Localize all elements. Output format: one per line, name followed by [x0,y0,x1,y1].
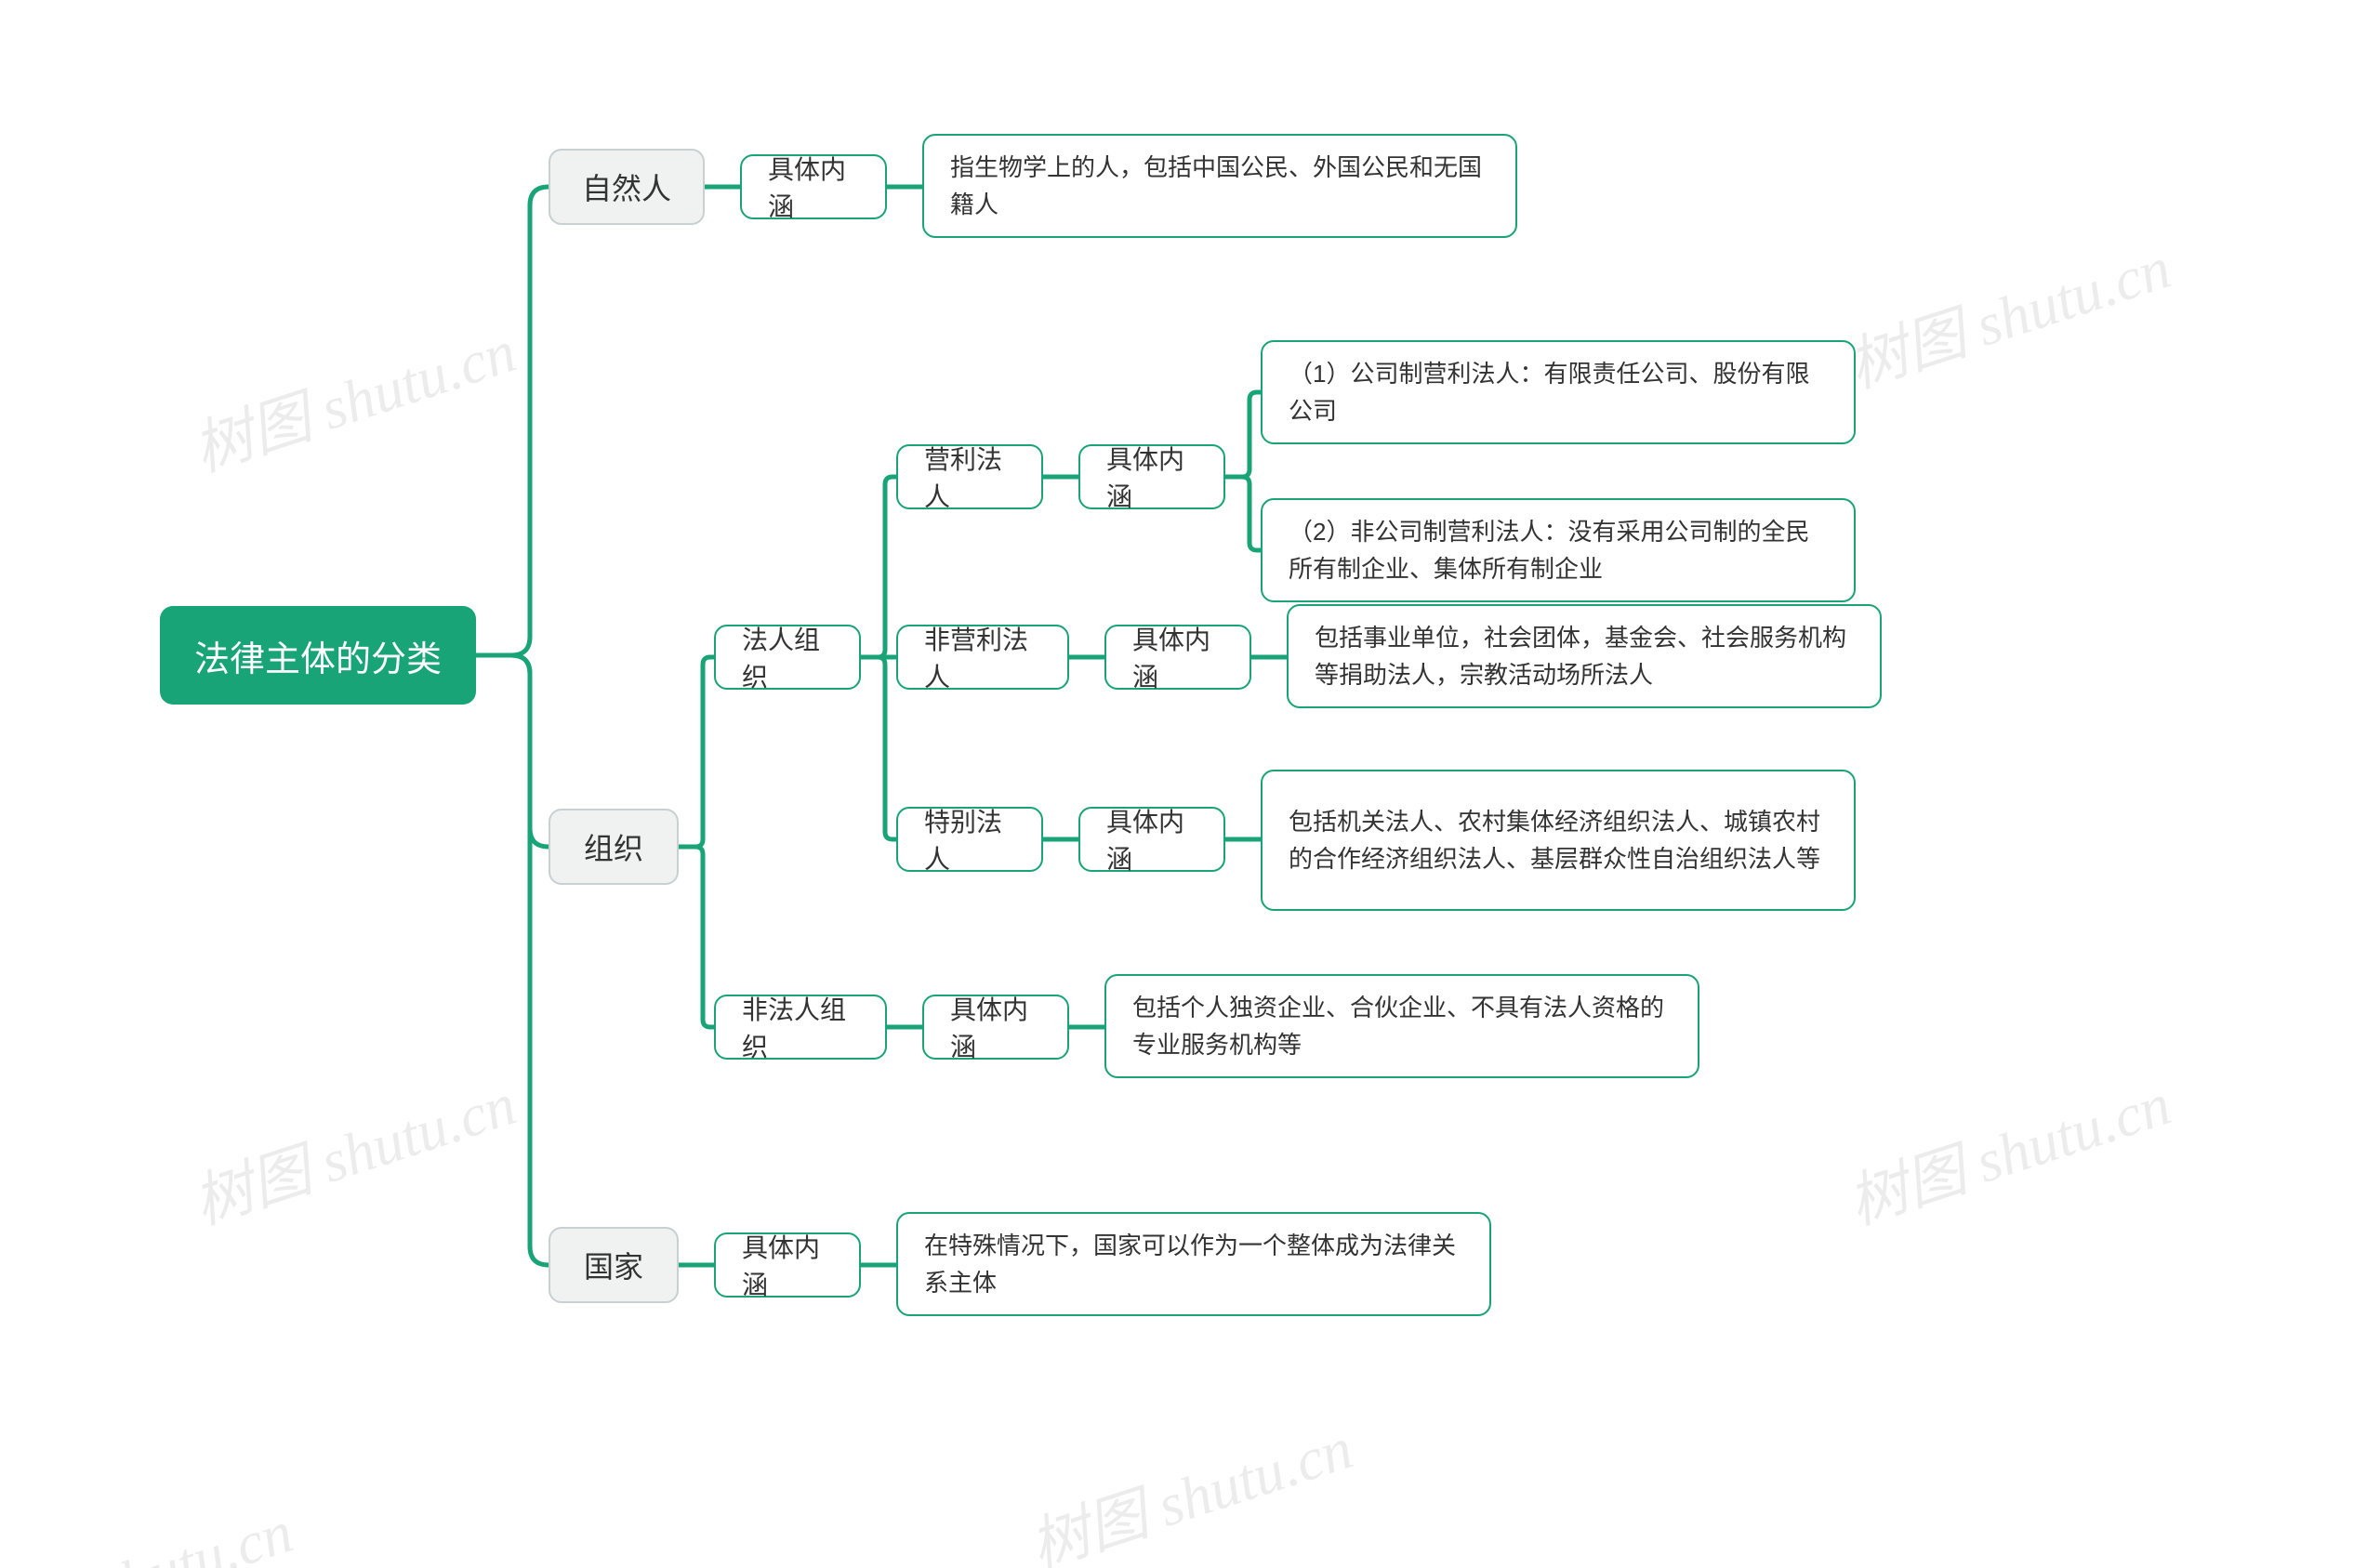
nonlegal-text[interactable]: 包括个人独资企业、合伙企业、不具有法人资格的专业服务机构等 [1104,974,1699,1078]
watermark: 树图 shutu.cn [1836,220,2180,404]
connector-path [1225,392,1261,477]
category-organization[interactable]: 组织 [549,809,679,885]
special-legal[interactable]: 特别法人 [896,807,1043,872]
category-natural-person[interactable]: 自然人 [549,149,705,225]
watermark: 树图 shutu.cn [181,1057,525,1241]
root-node[interactable]: 法律主体的分类 [160,606,476,705]
nonprofit-legal[interactable]: 非营利法人 [896,625,1069,690]
nonlegal-connotation[interactable]: 具体内涵 [922,995,1069,1060]
profit-legal[interactable]: 营利法人 [896,444,1043,509]
profit-1[interactable]: （1）公司制营利法人：有限责任公司、股份有限公司 [1261,340,1856,444]
watermark: 树图 shutu.cn [1836,1057,2180,1241]
connector-path [1225,477,1261,550]
connector-path [679,847,714,1027]
profit-2[interactable]: （2）非公司制营利法人：没有采用公司制的全民所有制企业、集体所有制企业 [1261,498,1856,602]
watermark: 树图 shutu.cn [1018,1401,1362,1568]
connector-path [679,657,714,847]
profit-connotation[interactable]: 具体内涵 [1078,444,1225,509]
special-text[interactable]: 包括机关法人、农村集体经济组织法人、城镇农村的合作经济组织法人、基层群众性自治组… [1261,770,1856,911]
special-connotation[interactable]: 具体内涵 [1078,807,1225,872]
category-state[interactable]: 国家 [549,1227,679,1303]
state-text[interactable]: 在特殊情况下，国家可以作为一个整体成为法律关系主体 [896,1212,1491,1316]
watermark: 树图 shutu.cn [0,1484,302,1568]
legal-org[interactable]: 法人组织 [714,625,861,690]
np-text[interactable]: 指生物学上的人，包括中国公民、外国公民和无国籍人 [922,134,1517,238]
connector-path [861,657,896,839]
non-legal-org[interactable]: 非法人组织 [714,995,887,1060]
nonprofit-connotation[interactable]: 具体内涵 [1104,625,1251,690]
connector-path [476,655,549,1265]
connector-path [476,187,549,655]
state-connotation[interactable]: 具体内涵 [714,1232,861,1298]
nonprofit-text[interactable]: 包括事业单位，社会团体，基金会、社会服务机构等捐助法人，宗教活动场所法人 [1287,604,1882,708]
connector-path [476,655,549,847]
np-connotation[interactable]: 具体内涵 [740,154,887,219]
connector-path [861,477,896,657]
watermark: 树图 shutu.cn [181,304,525,488]
